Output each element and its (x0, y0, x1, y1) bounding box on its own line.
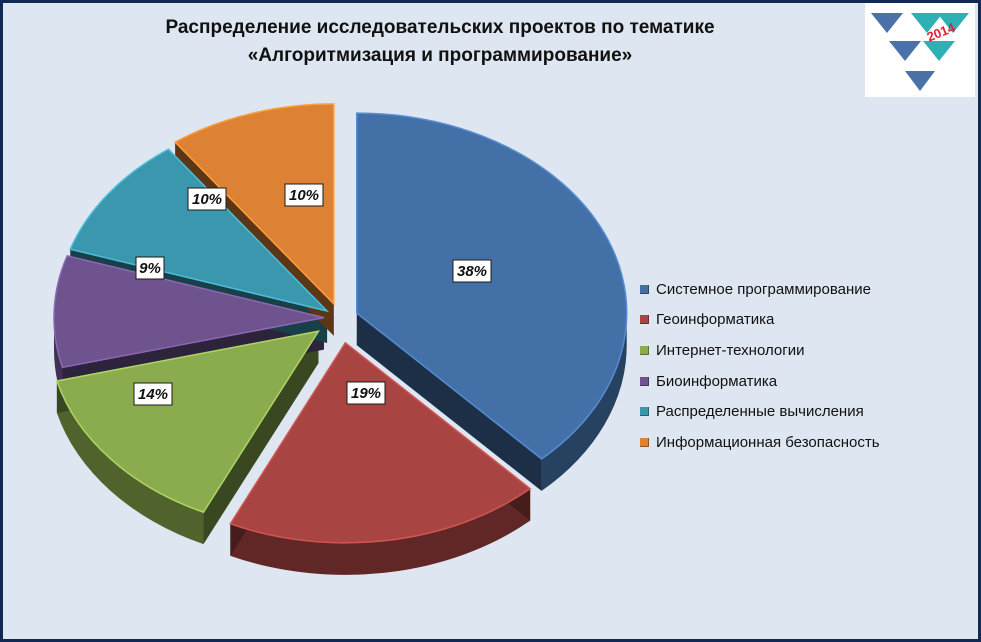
data-label-3: 14% (133, 382, 173, 406)
legend-label-4: Биоинформатика (656, 372, 778, 390)
legend-swatch-3 (640, 345, 649, 355)
logo-triangle-4 (889, 41, 921, 61)
legend-item-5: Распределенные вычисления (640, 396, 880, 427)
pie-slice-wall-1-2 (356, 313, 542, 491)
chart-title-line-2: «Алгоритмизация и программирование» (247, 45, 633, 66)
pie-slice-2 (229, 341, 532, 544)
legend-swatch-1 (640, 284, 649, 294)
logo-triangle-1 (871, 13, 903, 33)
pie-slice-side-1 (541, 313, 627, 491)
pie-slice-6 (173, 103, 335, 306)
pie-tops (53, 103, 628, 544)
chart-title: Распределение исследовательских проектов… (100, 14, 780, 70)
legend-item-4: Биоинформатика (640, 366, 880, 397)
legend-swatch-2 (640, 315, 649, 325)
chart-title-line-1: Распределение исследовательских проектов… (165, 17, 715, 38)
data-label-box-4 (135, 256, 165, 280)
logo: 2014 (865, 3, 975, 97)
data-label-box-1 (452, 259, 492, 283)
data-label-text-6: 10% (289, 187, 319, 204)
data-label-box-3 (133, 382, 173, 406)
data-label-text-1: 38% (457, 263, 487, 280)
legend-item-3: Интернет-технологии (640, 335, 880, 366)
pie-slice-side-4 (54, 317, 63, 400)
pie-slice-5 (69, 148, 330, 313)
data-label-text-4: 9% (139, 260, 161, 277)
pie-slice-side-2 (230, 488, 531, 575)
pie-slice-side-3 (56, 380, 204, 545)
data-label-text-5: 10% (192, 191, 222, 208)
legend-label-1: Системное программирование (656, 280, 872, 298)
data-label-box-2 (346, 381, 386, 405)
legend-swatch-4 (640, 376, 649, 386)
legend-label-5: Распределенные вычисления (656, 403, 864, 421)
pie-labels: 38% 19% 14% 9% 10% 10% (133, 183, 492, 406)
pie-slice-3 (55, 330, 320, 514)
legend-label-3: Интернет-технологии (656, 341, 805, 359)
legend-label-6: Информационная безопасность (656, 433, 880, 451)
pie-slice-wall-3-1 (203, 331, 319, 545)
logo-triangle-2 (911, 13, 943, 33)
data-label-4: 9% (135, 256, 165, 280)
data-label-5: 10% (187, 187, 227, 211)
pie-slice-4 (53, 254, 325, 369)
legend-label-2: Геоинформатика (656, 311, 775, 329)
logo-triangle-3 (937, 13, 969, 33)
data-label-box-6 (284, 183, 324, 207)
legend-swatch-6 (640, 437, 649, 447)
pie-slice-1 (355, 112, 628, 460)
logo-triangle-5 (923, 41, 955, 61)
data-label-box-5 (187, 187, 227, 211)
legend-item-2: Геоинформатика (640, 305, 880, 336)
logo-graphic: 2014 (871, 13, 969, 91)
legend-swatch-5 (640, 407, 649, 417)
data-label-1: 38% (452, 259, 492, 283)
data-label-2: 19% (346, 381, 386, 405)
legend: Системное программирование Геоинформатика… (640, 274, 880, 458)
logo-triangle-6 (905, 71, 935, 91)
legend-item-6: Информационная безопасность (640, 427, 880, 458)
data-label-text-2: 19% (351, 385, 381, 402)
legend-item-1: Системное программирование (640, 274, 880, 305)
data-label-6: 10% (284, 183, 324, 207)
data-label-text-3: 14% (138, 386, 168, 403)
